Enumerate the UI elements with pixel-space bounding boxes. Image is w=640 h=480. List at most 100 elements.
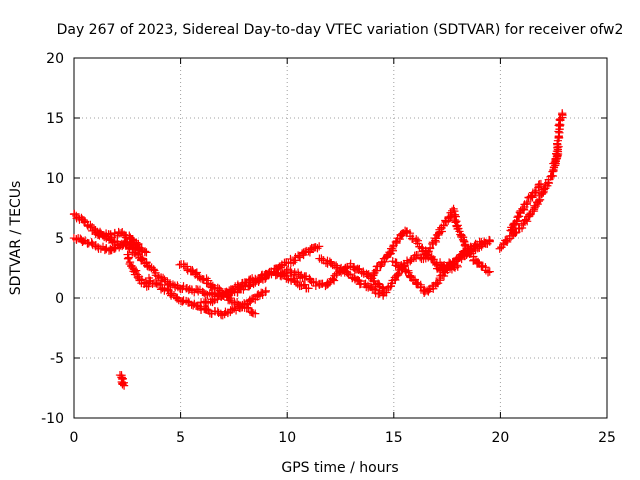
data-point-marker (379, 289, 388, 299)
data-point-marker (140, 247, 150, 256)
data-point-marker (517, 220, 526, 230)
x-tick-label: 5 (176, 430, 185, 446)
data-point-marker (455, 227, 464, 236)
x-tick-label: 20 (491, 430, 509, 446)
data-point-marker (118, 241, 127, 251)
data-point-marker (512, 216, 521, 226)
data-point-marker (120, 381, 129, 390)
data-point-marker (530, 203, 539, 212)
data-point-marker (474, 257, 483, 267)
data-point-marker (388, 242, 398, 251)
data-point-marker (495, 244, 504, 253)
data-point-marker (192, 268, 201, 277)
data-point-marker (118, 380, 127, 389)
series-ofw2-track-o (506, 179, 546, 235)
data-point-marker (286, 266, 295, 276)
data-point-marker (229, 285, 238, 294)
data-point-marker (251, 309, 260, 318)
y-tick-label: -10 (41, 411, 64, 427)
data-point-marker (429, 255, 438, 264)
x-tick-labels: 0 5 10 15 20 25 (70, 430, 616, 446)
data-point-marker (453, 262, 462, 271)
data-point-marker (436, 266, 445, 275)
data-point-marker (183, 262, 192, 271)
data-point-marker (380, 257, 389, 266)
x-tick-label: 15 (385, 430, 403, 446)
data-point-marker (116, 229, 126, 238)
series-ofw2-track-m (433, 235, 494, 275)
series-ofw2-track-d (123, 250, 153, 291)
data-point-marker (515, 212, 524, 221)
data-point-marker (195, 302, 205, 311)
data-points (69, 109, 567, 390)
data-point-marker (124, 253, 133, 262)
data-point-marker (410, 275, 420, 284)
y-tick-label: 10 (46, 171, 64, 187)
plot-frame (73, 57, 608, 419)
data-point-marker (244, 303, 253, 312)
y-tick-label: 0 (55, 291, 64, 307)
data-point-marker (370, 285, 379, 294)
data-point-marker (507, 225, 517, 234)
data-point-marker (553, 139, 562, 148)
data-point-marker (523, 198, 532, 207)
data-point-marker (485, 236, 494, 245)
data-point-marker (424, 285, 434, 294)
axis-ticks (73, 57, 608, 419)
x-tick-label: 0 (70, 430, 79, 446)
series-ofw2-track-e (144, 273, 270, 320)
data-point-marker (551, 156, 560, 165)
data-point-marker (536, 179, 546, 189)
data-point-marker (539, 185, 548, 194)
chart-title: Day 267 of 2023, Sidereal Day-to-day VTE… (57, 22, 624, 38)
data-point-marker (137, 244, 146, 253)
data-point-marker (485, 267, 494, 276)
data-point-marker (481, 263, 490, 272)
y-tick-labels: -10 -5 0 5 10 15 20 (41, 51, 64, 427)
data-point-marker (426, 244, 435, 253)
series-ofw2-track-i (315, 250, 430, 300)
data-point-marker (226, 293, 235, 303)
data-point-marker (328, 275, 338, 284)
data-point-marker (523, 217, 532, 226)
data-point-marker (513, 213, 522, 222)
data-point-marker (297, 249, 307, 258)
series-ofw2-track-c (91, 227, 151, 257)
data-point-marker (392, 258, 401, 267)
data-point-marker (558, 109, 567, 118)
data-point-marker (254, 290, 263, 299)
y-tick-label: 5 (55, 231, 64, 247)
data-point-marker (550, 158, 559, 167)
data-point-marker (163, 285, 172, 294)
data-point-marker (368, 284, 378, 293)
data-point-marker (511, 228, 520, 238)
y-tick-label: 15 (46, 111, 64, 127)
data-point-marker (132, 266, 141, 275)
series-ofw2-track-p (550, 109, 567, 168)
data-point-marker (247, 307, 256, 317)
y-axis-label: SDTVAR / TECUs (8, 181, 24, 296)
data-point-marker (137, 254, 147, 263)
series-ofw2-track-a (69, 209, 324, 301)
series-ofw2-track-q (115, 370, 129, 390)
x-tick-label: 25 (598, 430, 616, 446)
y-tick-label: -5 (50, 351, 64, 367)
data-point-marker (184, 297, 193, 306)
data-point-marker (297, 270, 306, 280)
data-point-marker (263, 270, 272, 279)
data-point-marker (304, 284, 313, 293)
data-point-marker (210, 296, 219, 305)
data-point-marker (300, 280, 310, 289)
x-tick-label: 10 (278, 430, 296, 446)
data-point-marker (315, 242, 324, 251)
grid-lines (74, 58, 607, 418)
data-point-marker (188, 266, 197, 275)
data-point-marker (483, 268, 493, 277)
data-point-marker (247, 294, 257, 304)
x-axis-label: GPS time / hours (281, 460, 398, 476)
data-point-marker (261, 286, 270, 295)
data-point-marker (142, 248, 151, 257)
y-tick-label: 20 (46, 51, 64, 67)
data-point-marker (89, 224, 99, 233)
